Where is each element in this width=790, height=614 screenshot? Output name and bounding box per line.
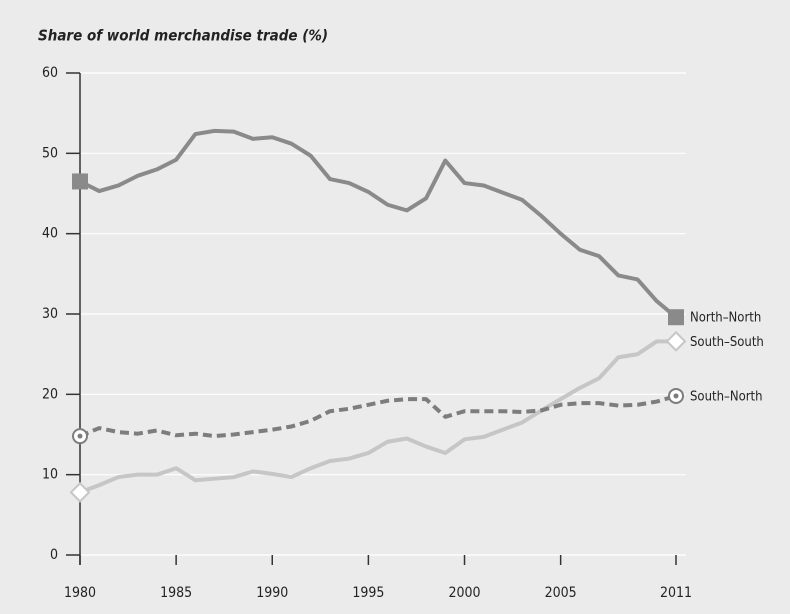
x-tick-label: 1990 [256, 585, 288, 601]
marker [665, 330, 687, 352]
x-tick-label: 2005 [545, 585, 577, 601]
x-tick-label: 1980 [64, 585, 96, 601]
y-tick-label: 10 [42, 467, 58, 483]
x-tick-label: 2011 [660, 585, 692, 601]
marker-dot [673, 393, 679, 399]
y-tick-label: 60 [42, 65, 58, 81]
marker-dot [77, 433, 83, 439]
y-tick-label: 40 [42, 226, 58, 242]
x-tick-label: 2000 [448, 585, 480, 601]
marker [69, 481, 91, 503]
line [79, 339, 676, 495]
marker [668, 309, 684, 326]
y-tick-label: 50 [42, 145, 58, 161]
line [79, 394, 677, 439]
series-label: South–North [690, 389, 763, 404]
series-label: North–North [690, 311, 761, 326]
marker [72, 173, 88, 190]
x-tick-label: 1985 [160, 585, 192, 601]
x-tick-label: 1995 [352, 585, 384, 601]
y-tick-label: 0 [50, 547, 58, 563]
line [79, 128, 678, 319]
series-label: South–South [690, 335, 764, 350]
y-tick-label: 20 [42, 386, 58, 402]
y-tick-label: 30 [42, 306, 58, 322]
chart-title: Share of world merchandise trade (%) [38, 27, 328, 45]
